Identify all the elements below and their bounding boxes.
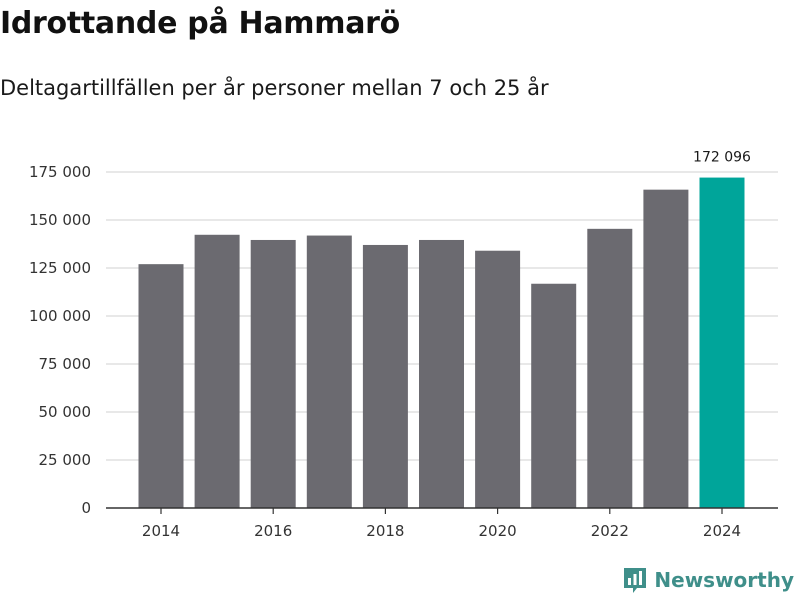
bar [531,283,577,508]
bar [194,234,240,508]
y-tick-label: 25 000 [39,451,92,469]
newsworthy-bar-icon [624,568,647,593]
chart-subtitle: Deltagartillfällen per år personer mella… [0,76,549,100]
bar [306,235,352,508]
chart-title: Idrottande på Hammarö [0,6,400,41]
y-tick-label: 150 000 [29,211,91,229]
bar [475,250,521,508]
brand-name: Newsworthy [654,568,794,592]
bar-highlight [699,177,745,508]
x-tick-label: 2016 [254,522,292,540]
y-tick-label: 75 000 [39,355,92,373]
y-tick-label: 50 000 [39,403,92,421]
y-tick-label: 0 [81,499,91,517]
x-tick-label: 2022 [591,522,629,540]
bar [138,264,184,508]
y-tick-label: 175 000 [29,163,91,181]
x-tick-label: 2018 [366,522,404,540]
data-label: 172 096 [693,150,751,166]
y-tick-label: 100 000 [29,307,91,325]
bar [250,239,296,508]
bar [643,189,689,508]
x-tick-label: 2014 [142,522,180,540]
bar [587,228,633,508]
bar [362,244,408,508]
x-tick-label: 2020 [479,522,517,540]
y-tick-label: 125 000 [29,259,91,277]
brand-logo[interactable]: Newsworthy [622,566,794,594]
bar [419,239,464,508]
x-tick-label: 2024 [703,522,741,540]
